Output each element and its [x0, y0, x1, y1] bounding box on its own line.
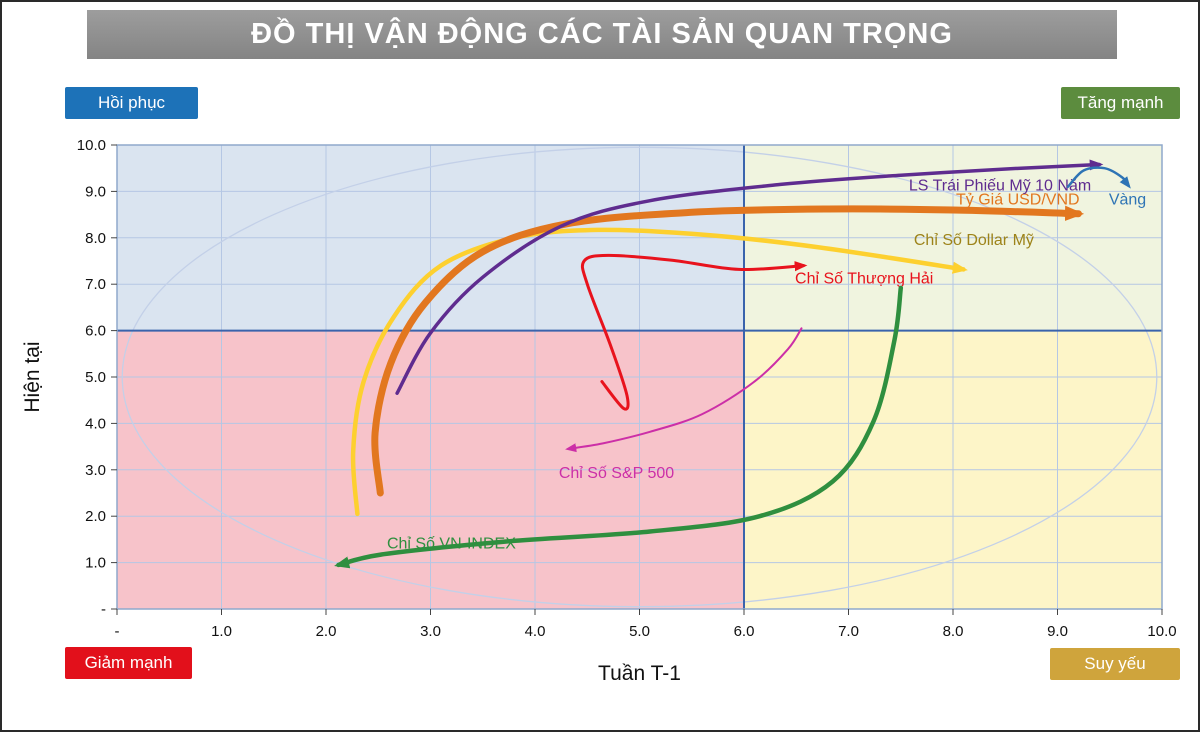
series-label-gold: Vàng — [1109, 191, 1146, 208]
y-axis-title: Hiện tại — [21, 341, 44, 413]
series-label-usd-vnd: Tỷ Giá USD/VND — [956, 191, 1080, 208]
x-tick-label: 6.0 — [734, 623, 755, 640]
x-axis-title: Tuần T-1 — [598, 662, 681, 685]
y-tick-label: - — [101, 601, 106, 618]
y-tick-label: 6.0 — [85, 323, 106, 340]
x-tick-label: 2.0 — [316, 623, 337, 640]
quadrant-badge-weakening: Suy yếu — [1050, 648, 1180, 680]
series-trajectory-vn-index — [334, 285, 904, 569]
quadrant-badge-strong-up: Tăng mạnh — [1061, 87, 1180, 119]
series-trajectory-us-10y-bond — [395, 159, 1104, 395]
y-tick-label: 2.0 — [85, 508, 106, 525]
y-tick-label: 1.0 — [85, 555, 106, 572]
x-tick-label: - — [115, 623, 120, 640]
chart-title-bar: ĐỒ THỊ VẬN ĐỘNG CÁC TÀI SẢN QUAN TRỌNG — [87, 10, 1117, 59]
series-label-sp500: Chỉ Số S&P 500 — [559, 465, 674, 482]
x-tick-label: 4.0 — [525, 623, 546, 640]
y-tick-label: 5.0 — [85, 369, 106, 386]
y-tick-label: 7.0 — [85, 276, 106, 293]
chart-title: ĐỒ THỊ VẬN ĐỘNG CÁC TÀI SẢN QUAN TRỌNG — [251, 18, 953, 50]
x-tick-label: 8.0 — [943, 623, 964, 640]
axis-ticks: - 1.0 2.0 3.0 4.0 5.0 6.0 7.0 8.0 9.0 10.0 - 1.0 2.0 3… — [77, 137, 1177, 640]
y-tick-label: 8.0 — [85, 230, 106, 247]
series-label-shanghai: Chỉ Số Thượng Hải — [795, 270, 933, 287]
x-tick-label: 9.0 — [1047, 623, 1068, 640]
x-tick-label: 5.0 — [629, 623, 650, 640]
x-tick-label: 1.0 — [211, 623, 232, 640]
series-trajectory-shanghai — [580, 253, 808, 411]
series-trajectory-sp500 — [565, 327, 803, 453]
series-label-dollar-index: Chỉ Số Dollar Mỹ — [914, 232, 1034, 249]
series-label-vn-index: Chỉ Số VN-INDEX — [387, 536, 516, 553]
quadrant-badge-strong-down: Giảm mạnh — [65, 647, 192, 679]
quadrant-badge-recovery: Hồi phục — [65, 87, 198, 119]
series-label-us-10y-bond: LS Trái Phiếu Mỹ 10 Năm — [909, 177, 1091, 194]
series-trajectory-gold — [1066, 166, 1131, 189]
y-tick-label: 3.0 — [85, 462, 106, 479]
y-tick-label: 10.0 — [77, 137, 106, 154]
x-tick-label: 3.0 — [420, 623, 441, 640]
x-tick-label: 10.0 — [1147, 623, 1176, 640]
x-tick-label: 7.0 — [838, 623, 859, 640]
rotation-ellipse — [121, 146, 1158, 608]
y-tick-label: 4.0 — [85, 415, 106, 432]
y-tick-label: 9.0 — [85, 183, 106, 200]
